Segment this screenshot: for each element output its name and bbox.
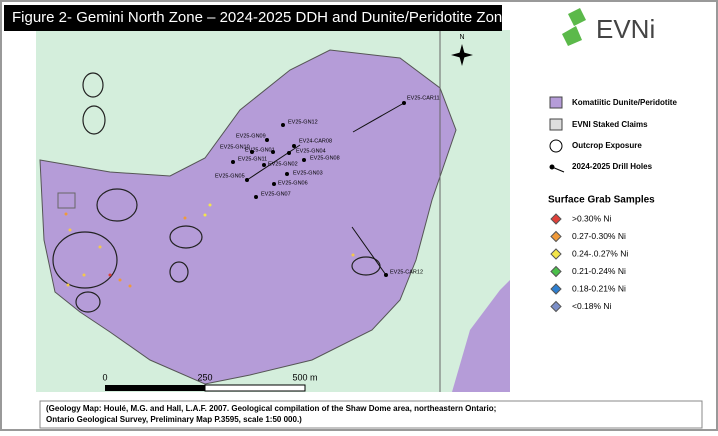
drill-hole: [281, 123, 285, 127]
title: Figure 2- Gemini North Zone – 2024-2025 …: [12, 9, 518, 26]
drill-hole: [302, 158, 306, 162]
scale-label: 500 m: [292, 372, 317, 382]
drill-hole: [231, 160, 235, 164]
drill-hole: [272, 182, 276, 186]
sample-symbol: [550, 300, 562, 313]
drill-hole-label: EV25-GN12: [288, 119, 318, 125]
samples-title: Surface Grab Samples: [548, 195, 655, 206]
scale-bar: [105, 385, 205, 391]
drill-hole-label: EV25-GN07: [261, 191, 291, 197]
drill-hole-label: EV25-CAR11: [407, 95, 440, 101]
title-band: [4, 5, 502, 31]
drill-hole: [262, 163, 266, 167]
citation: (Geology Map: Houlé, M.G. and Hall, L.A.…: [46, 404, 496, 413]
drill-hole-label: EV25-GN08: [310, 155, 340, 161]
drill-hole: [285, 172, 289, 176]
claim-boundary: [57, 192, 76, 209]
drill-hole-label: EV24-CAR08: [299, 138, 332, 144]
drill-traces: [246, 102, 405, 276]
citation-box: [39, 400, 703, 429]
sample-label: 0.27-0.30% Ni: [572, 231, 626, 241]
legend-swatch: [549, 118, 563, 131]
drill-hole-label: EV25-GN11: [238, 156, 267, 162]
scale-label: 250: [197, 372, 212, 382]
sample-label: 0.21-0.24% Ni: [572, 266, 626, 276]
sample-symbol: [550, 213, 562, 225]
legend-label: Komatiitic Dunite/Peridotite: [572, 98, 677, 107]
legend-label: Outcrop Exposure: [572, 141, 642, 150]
legend-swatch: [549, 96, 563, 109]
drill-hole-label: EV25-GN06: [278, 180, 308, 186]
sample-label: >0.30% Ni: [572, 213, 612, 223]
drill-hole: [265, 138, 269, 142]
dunite-zone: [39, 49, 457, 385]
drill-hole-label: EV25-GN02: [268, 161, 298, 167]
legend-swatch: [549, 164, 555, 170]
legend-label: EVNI Staked Claims: [572, 120, 648, 129]
logo-mark: [562, 8, 586, 46]
drill-hole-label: EV25-GN09: [236, 133, 266, 139]
drill-hole: [287, 151, 291, 155]
legend-label: 2024-2025 Drill Holes: [572, 162, 653, 171]
sample-symbol: [550, 265, 562, 278]
grab-samples: [64, 203, 355, 288]
drill-hole: [384, 273, 388, 277]
dunite-zone: [452, 280, 510, 392]
north-arrow: [451, 44, 473, 66]
scale-label: 0: [102, 372, 107, 382]
drill-hole: [254, 195, 258, 199]
sample-label: <0.18% Ni: [572, 301, 612, 311]
north-label: N: [459, 34, 464, 41]
drill-hole: [245, 178, 249, 182]
drill-hole-label: EV25-CAR12: [390, 269, 423, 275]
citation: Ontario Geological Survey, Preliminary M…: [46, 415, 302, 424]
drill-hole: [292, 144, 296, 148]
logo: EVNi: [596, 14, 655, 44]
drill-hole-label: EV25-GN01: [245, 147, 275, 153]
drill-hole-label: EV25-GN05: [215, 173, 245, 179]
legend-swatch: [549, 139, 563, 153]
drill-hole: [271, 150, 275, 154]
drill-hole-label: EV25-GN03: [293, 170, 323, 176]
sample-symbol: [550, 283, 562, 295]
outcrops: [52, 72, 381, 313]
scale-bar: [204, 384, 306, 392]
sample-symbol: [550, 248, 562, 260]
drill-hole-label: EV25-GN10: [220, 144, 250, 150]
drill-hole: [402, 101, 406, 105]
drill-hole-label: EV25-GN04: [296, 148, 326, 154]
sample-label: 0.24-.0.27% Ni: [572, 248, 628, 258]
drill-hole: [250, 150, 254, 154]
sample-symbol: [550, 230, 562, 243]
sample-label: 0.18-0.21% Ni: [572, 283, 626, 293]
